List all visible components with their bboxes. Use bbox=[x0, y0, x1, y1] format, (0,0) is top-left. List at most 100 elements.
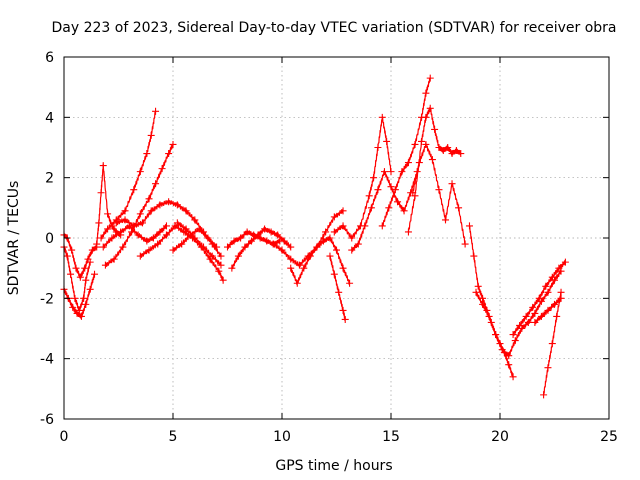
data-point bbox=[422, 113, 430, 121]
data-point bbox=[156, 201, 164, 209]
data-point bbox=[548, 340, 556, 348]
data-point bbox=[136, 252, 144, 260]
chart-title: Day 223 of 2023, Sidereal Day-to-day VTE… bbox=[51, 20, 616, 36]
data-point bbox=[537, 312, 545, 320]
data-point bbox=[448, 150, 456, 158]
y-tick-label: 2 bbox=[45, 171, 54, 187]
series-trace bbox=[63, 274, 96, 319]
data-point bbox=[169, 140, 177, 148]
data-point bbox=[474, 282, 482, 290]
data-point bbox=[138, 219, 146, 227]
data-point bbox=[217, 261, 225, 269]
data-point bbox=[544, 288, 552, 296]
series-trace bbox=[231, 226, 292, 270]
series-arc-19 bbox=[378, 74, 434, 230]
data-point bbox=[457, 150, 465, 158]
data-point bbox=[278, 246, 286, 254]
data-point bbox=[394, 198, 402, 206]
data-point bbox=[557, 288, 565, 296]
data-point bbox=[383, 137, 391, 145]
series-trace bbox=[290, 236, 351, 285]
series-arc-20 bbox=[404, 104, 465, 236]
data-point bbox=[191, 234, 199, 242]
series-arc-17 bbox=[330, 113, 395, 242]
data-point bbox=[452, 147, 460, 155]
series-arc-16 bbox=[326, 252, 349, 323]
data-point bbox=[76, 273, 84, 281]
data-point bbox=[136, 168, 144, 176]
data-point bbox=[276, 237, 284, 245]
data-point bbox=[553, 312, 561, 320]
data-point bbox=[91, 270, 99, 278]
data-point bbox=[411, 140, 419, 148]
data-point bbox=[88, 246, 96, 254]
data-point bbox=[516, 321, 524, 329]
data-point bbox=[330, 270, 338, 278]
data-point bbox=[400, 207, 408, 215]
data-point bbox=[82, 276, 90, 284]
data-point bbox=[322, 228, 330, 236]
series-arc-2 bbox=[60, 231, 101, 281]
data-point bbox=[287, 255, 295, 263]
data-point bbox=[439, 147, 447, 155]
data-point bbox=[82, 300, 90, 308]
data-point bbox=[339, 222, 347, 230]
data-point bbox=[330, 213, 338, 221]
series-arc-5 bbox=[97, 107, 160, 242]
series-arc-11 bbox=[173, 219, 225, 269]
data-point bbox=[117, 228, 125, 236]
data-point bbox=[80, 294, 88, 302]
data-point bbox=[361, 222, 369, 230]
data-point bbox=[435, 186, 443, 194]
data-point bbox=[465, 222, 473, 230]
data-point bbox=[485, 312, 493, 320]
data-point bbox=[339, 207, 347, 215]
series-arc-4 bbox=[93, 162, 125, 248]
data-point bbox=[524, 318, 532, 326]
data-point bbox=[470, 252, 478, 260]
data-point bbox=[374, 186, 382, 194]
data-point bbox=[511, 337, 519, 345]
data-point bbox=[365, 192, 373, 200]
data-point bbox=[531, 309, 539, 317]
data-point bbox=[143, 150, 151, 158]
data-point bbox=[200, 243, 208, 251]
data-point bbox=[134, 231, 142, 239]
data-point bbox=[404, 159, 412, 167]
data-point bbox=[97, 234, 105, 242]
data-point bbox=[84, 255, 92, 263]
data-point bbox=[378, 113, 386, 121]
data-point bbox=[341, 315, 349, 323]
data-point bbox=[544, 364, 552, 372]
data-point bbox=[182, 225, 190, 233]
data-point bbox=[234, 252, 242, 260]
series-arc-15 bbox=[287, 234, 354, 287]
data-point bbox=[173, 219, 181, 227]
data-point bbox=[219, 276, 227, 284]
data-point bbox=[435, 144, 443, 151]
data-point bbox=[152, 107, 160, 115]
data-point bbox=[548, 273, 556, 281]
data-point bbox=[112, 219, 120, 227]
data-point bbox=[505, 361, 513, 369]
data-point bbox=[237, 234, 245, 242]
data-point bbox=[418, 137, 426, 145]
data-point bbox=[492, 331, 500, 339]
data-point bbox=[86, 285, 94, 293]
data-point bbox=[544, 306, 552, 314]
data-point bbox=[69, 303, 77, 311]
grid bbox=[64, 57, 609, 419]
data-point bbox=[551, 300, 558, 308]
data-point bbox=[409, 189, 417, 197]
series-arc-3 bbox=[60, 270, 99, 320]
data-point bbox=[509, 331, 517, 339]
data-point bbox=[509, 373, 517, 381]
data-point bbox=[73, 309, 81, 317]
data-point bbox=[121, 216, 129, 224]
data-point bbox=[67, 270, 75, 278]
data-point bbox=[354, 240, 362, 248]
series-arc-18 bbox=[348, 168, 421, 254]
y-axis-label: SDTVAR / TECUs bbox=[6, 181, 22, 296]
x-tick-label: 20 bbox=[491, 429, 509, 445]
